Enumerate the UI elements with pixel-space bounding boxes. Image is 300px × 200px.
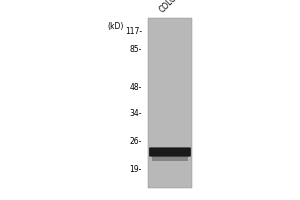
Bar [148, 18, 192, 188]
Bar [152, 156, 188, 161]
Text: 26-: 26- [130, 138, 142, 146]
Text: (kD): (kD) [108, 22, 124, 31]
Text: 48-: 48- [130, 83, 142, 92]
Text: 19-: 19- [130, 166, 142, 174]
Text: 85-: 85- [130, 46, 142, 54]
Text: COLO205: COLO205 [158, 0, 190, 14]
Text: 117-: 117- [125, 27, 142, 36]
FancyBboxPatch shape [149, 147, 191, 157]
Text: 34-: 34- [130, 110, 142, 118]
